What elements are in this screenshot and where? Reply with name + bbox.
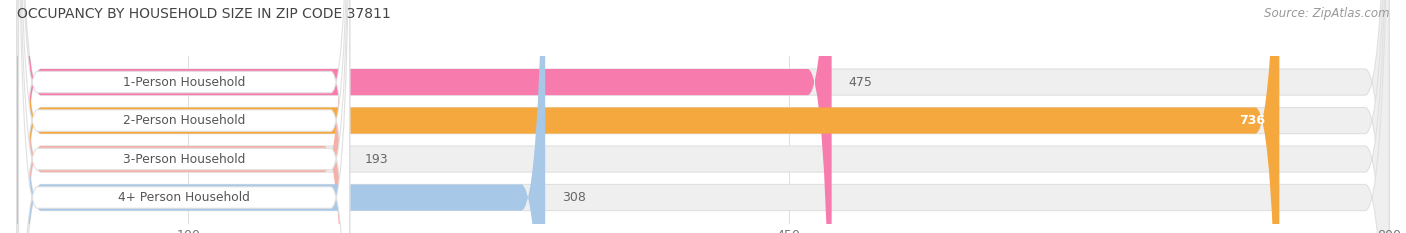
Text: 736: 736 [1240,114,1265,127]
FancyBboxPatch shape [17,0,1389,233]
Text: 193: 193 [366,153,388,165]
FancyBboxPatch shape [17,0,1389,233]
Text: 3-Person Household: 3-Person Household [122,153,245,165]
Text: 2-Person Household: 2-Person Household [122,114,245,127]
Text: OCCUPANCY BY HOUSEHOLD SIZE IN ZIP CODE 37811: OCCUPANCY BY HOUSEHOLD SIZE IN ZIP CODE … [17,7,391,21]
FancyBboxPatch shape [18,0,350,233]
Text: Source: ZipAtlas.com: Source: ZipAtlas.com [1264,7,1389,20]
Text: 1-Person Household: 1-Person Household [122,75,245,89]
FancyBboxPatch shape [18,0,350,233]
FancyBboxPatch shape [17,0,831,233]
Text: 475: 475 [849,75,873,89]
Text: 308: 308 [562,191,586,204]
FancyBboxPatch shape [17,0,1279,233]
FancyBboxPatch shape [17,0,347,233]
FancyBboxPatch shape [17,0,1389,233]
FancyBboxPatch shape [18,0,350,233]
FancyBboxPatch shape [17,0,546,233]
FancyBboxPatch shape [17,0,1389,233]
FancyBboxPatch shape [18,0,350,233]
Text: 4+ Person Household: 4+ Person Household [118,191,250,204]
